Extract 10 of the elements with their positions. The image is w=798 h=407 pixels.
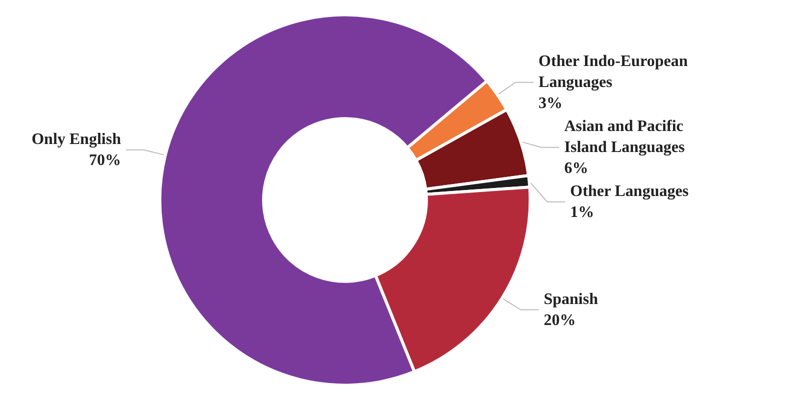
data-label: 1% bbox=[570, 204, 594, 221]
slice-label: Only English bbox=[32, 130, 122, 148]
slice-label: Other Indo-European Languages bbox=[538, 52, 692, 91]
slice-label: Spanish bbox=[544, 290, 598, 308]
slice-label: Asian and Pacific Island Languages bbox=[564, 118, 688, 156]
data-label: 3% bbox=[538, 94, 563, 112]
data-label: 6% bbox=[564, 160, 588, 177]
data-label: 70% bbox=[88, 152, 121, 169]
data-label: 20% bbox=[544, 312, 576, 329]
slice-label: Other Languages bbox=[570, 182, 689, 200]
